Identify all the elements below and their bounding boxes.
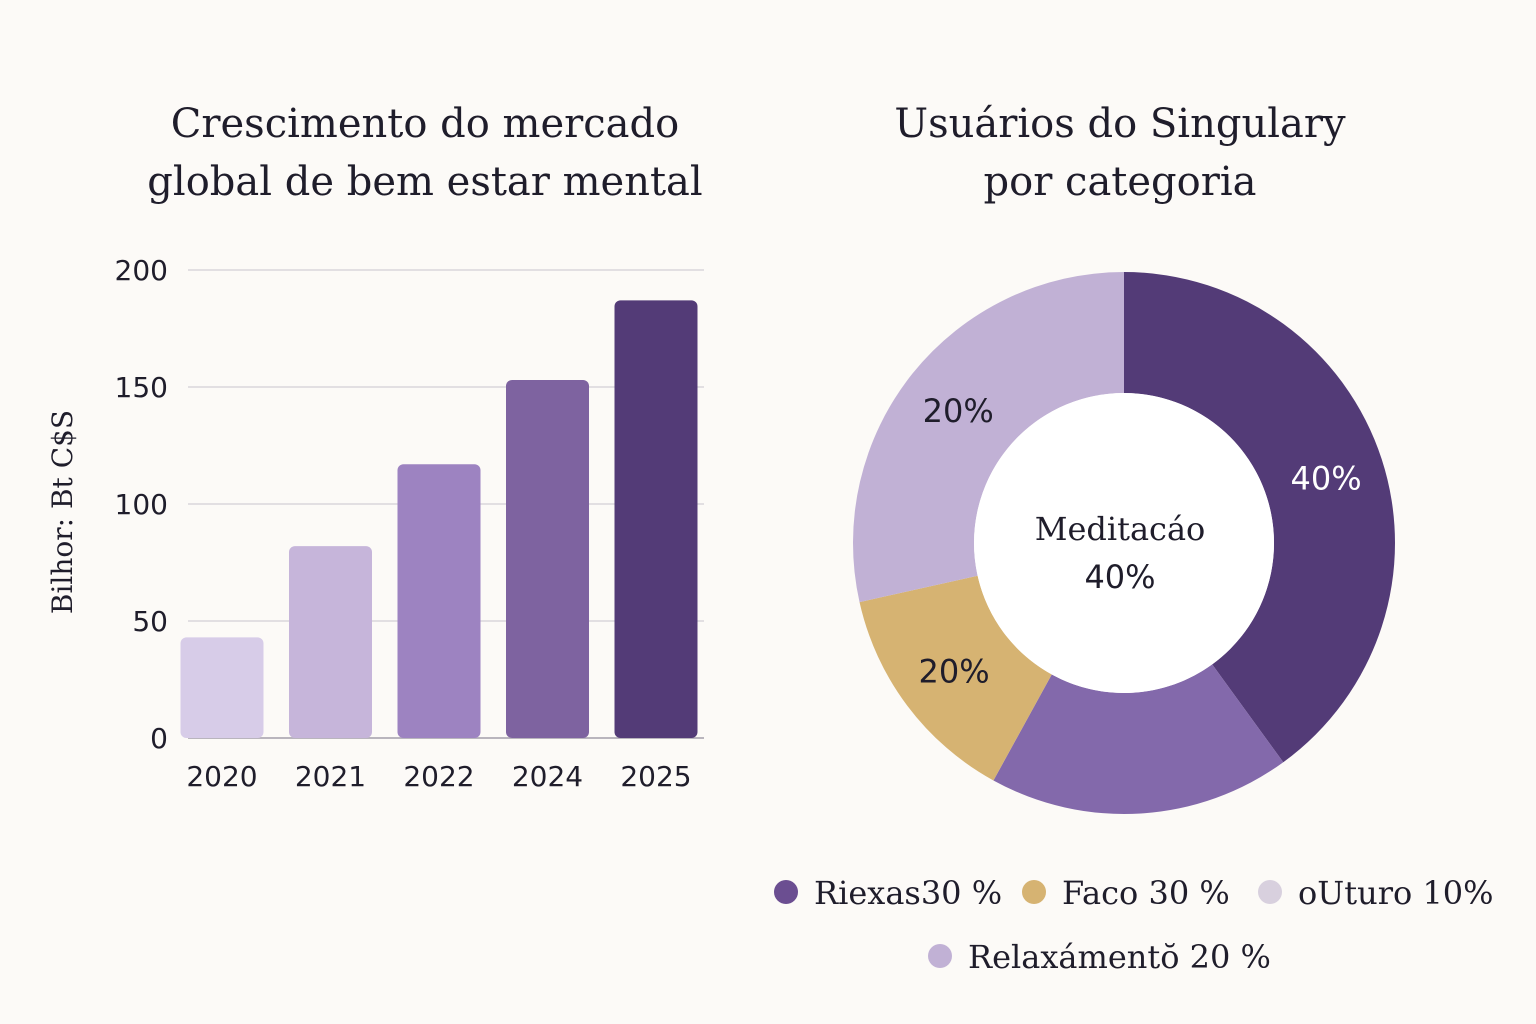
legend-label: Relaxámentŏ 20 % — [968, 938, 1271, 976]
donut-chart-title: Usuários do Singulary por categoria — [870, 95, 1370, 211]
donut-slice-1 — [1124, 272, 1395, 763]
bar-chart-title: Crescimento do mercado global de bem est… — [110, 95, 740, 211]
donut-chart-title-line-1: Usuários do Singulary — [894, 101, 1346, 147]
y-tick-label: 0 — [150, 722, 168, 755]
donut-chart: Meditacáo 40% 40% 20% 20% — [853, 272, 1395, 815]
y-tick-label: 50 — [132, 605, 168, 638]
bar-2024 — [506, 379, 589, 738]
y-tick-label: 150 — [115, 371, 168, 404]
y-tick-label: 200 — [115, 254, 168, 287]
bar-2021 — [289, 546, 372, 738]
legend-label: Faco 30 % — [1062, 874, 1230, 912]
bar-2020 — [180, 637, 264, 738]
legend-swatch — [928, 944, 952, 968]
legend-swatch — [1022, 880, 1046, 904]
x-tick-label: 2021 — [295, 760, 366, 793]
bar-chart-title-line-2: global de bem estar mental — [147, 159, 703, 205]
bar-2022 — [397, 464, 481, 738]
x-tick-label: 2020 — [186, 760, 257, 793]
legend-label: Riexas30 % — [814, 874, 1002, 912]
legend-swatch — [774, 880, 798, 904]
donut-center-label: Meditacáo — [1035, 510, 1206, 548]
x-tick-label: 2024 — [512, 760, 583, 793]
bar-chart: 0 50 100 150 200 2020 2021 2022 2024 2025 Bilhor: … — [46, 254, 704, 793]
donut-slice-3 — [859, 575, 1052, 781]
legend-swatch — [1258, 880, 1282, 904]
donut-hole — [974, 393, 1274, 693]
bar-chart-title-line-1: Crescimento do mercado — [170, 101, 680, 147]
x-tick-label: 2025 — [620, 760, 691, 793]
y-axis-label: Bilhor: Bt C$S — [46, 410, 79, 614]
donut-slice-2 — [993, 664, 1284, 815]
x-tick-label: 2022 — [403, 760, 474, 793]
donut-slice-4 — [853, 272, 1124, 603]
legend-label: oUturo 10% — [1298, 874, 1494, 912]
donut-center-value: 40% — [1084, 558, 1155, 596]
donut-slice-label: 40% — [1291, 459, 1362, 497]
donut-slice-label: 20% — [919, 653, 990, 691]
donut-chart-title-line-2: por categoria — [983, 159, 1257, 205]
donut-slice-label: 20% — [923, 392, 994, 430]
y-tick-label: 100 — [115, 488, 168, 521]
donut-legend: Riexas30 % Faco 30 % oUturo 10% Relaxámentŏ… — [774, 874, 1494, 976]
bar-2025 — [614, 300, 698, 738]
